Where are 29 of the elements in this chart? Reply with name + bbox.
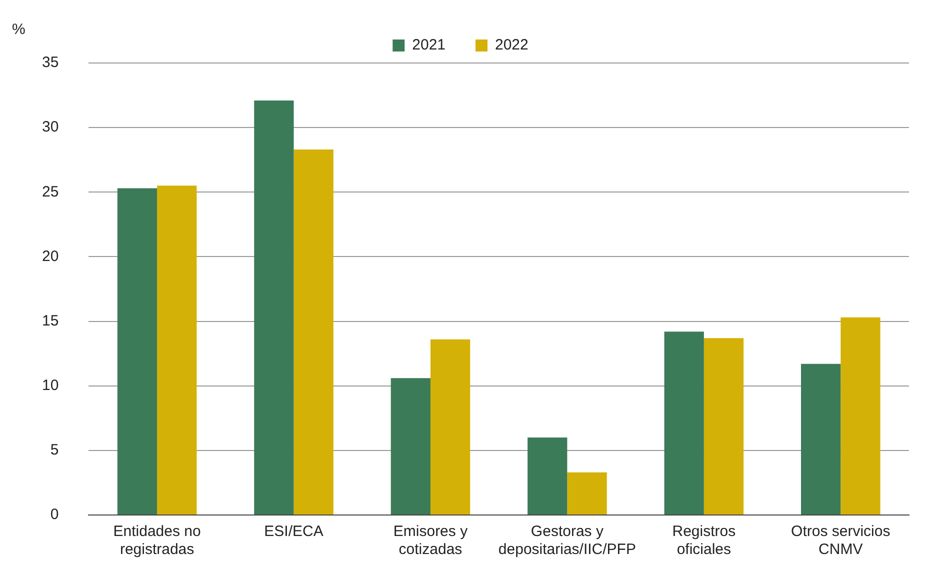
x-tick-label: Otros servicios CNMV	[791, 523, 890, 558]
bar	[800, 364, 841, 514]
bar	[430, 339, 470, 514]
y-tick-label: 15	[42, 312, 59, 330]
bar	[157, 186, 197, 514]
y-tick-label: 10	[42, 377, 59, 394]
y-tick-label: 35	[42, 54, 59, 72]
legend-label: 2022	[495, 36, 528, 54]
x-tick-label: Registros oficiales	[672, 523, 736, 558]
bar	[117, 188, 158, 514]
x-tick-label: Entidades no registradas	[113, 523, 201, 558]
bar	[254, 100, 294, 514]
x-tick-label: Gestoras y depositarias/IIC/PFP	[498, 523, 636, 558]
bar	[567, 472, 607, 514]
bar	[294, 150, 334, 514]
bar	[664, 332, 704, 514]
bar	[704, 338, 744, 514]
y-tick-label: 20	[42, 248, 59, 265]
x-tick-label: Emisores y cotizadas	[393, 523, 468, 558]
y-tick-label: 5	[50, 442, 59, 459]
y-tick-label: 0	[50, 506, 59, 524]
y-tick-label: 30	[42, 118, 59, 136]
bar	[390, 378, 430, 514]
bar	[840, 317, 880, 514]
y-axis-title: %	[12, 21, 26, 38]
bar	[528, 438, 568, 514]
legend-label: 2021	[412, 36, 446, 54]
x-tick-label: ESI/ECA	[264, 523, 324, 540]
y-tick-label: 25	[42, 183, 59, 200]
